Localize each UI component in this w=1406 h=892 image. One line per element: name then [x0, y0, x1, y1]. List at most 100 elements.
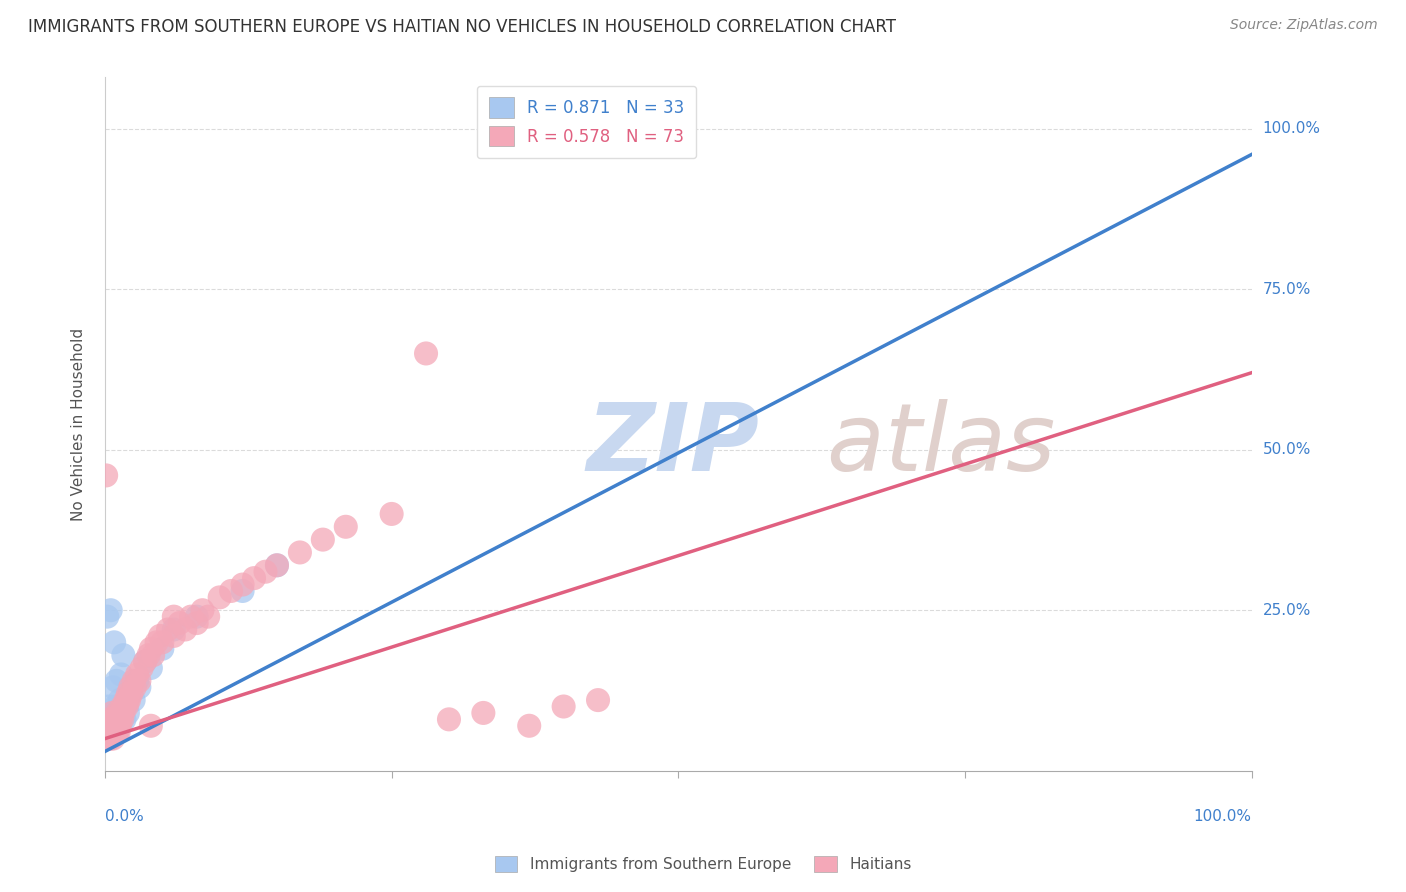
Point	[186, 609, 208, 624]
Point	[243, 571, 266, 585]
Point	[105, 725, 128, 739]
Point	[163, 629, 186, 643]
Y-axis label: No Vehicles in Household: No Vehicles in Household	[72, 327, 86, 521]
Point	[103, 725, 125, 739]
Point	[111, 712, 134, 726]
Text: 0.0%: 0.0%	[105, 809, 143, 824]
Point	[105, 712, 128, 726]
Point	[117, 687, 139, 701]
Point	[101, 719, 124, 733]
Point	[104, 719, 127, 733]
Point	[96, 725, 118, 739]
Point	[139, 641, 162, 656]
Point	[111, 712, 134, 726]
Text: 100.0%: 100.0%	[1263, 121, 1320, 136]
Point	[98, 712, 121, 726]
Point	[112, 648, 135, 662]
Point	[103, 635, 125, 649]
Point	[191, 603, 214, 617]
Point	[108, 693, 131, 707]
Point	[101, 719, 124, 733]
Point	[111, 699, 134, 714]
Legend: R = 0.871   N = 33, R = 0.578   N = 73: R = 0.871 N = 33, R = 0.578 N = 73	[477, 86, 696, 158]
Point	[117, 706, 139, 720]
Text: 25.0%: 25.0%	[1263, 603, 1310, 618]
Point	[107, 725, 129, 739]
Point	[139, 661, 162, 675]
Point	[197, 609, 219, 624]
Point	[114, 699, 136, 714]
Point	[288, 545, 311, 559]
Point	[145, 635, 167, 649]
Point	[118, 693, 141, 707]
Point	[101, 731, 124, 746]
Point	[122, 693, 145, 707]
Point	[107, 706, 129, 720]
Point	[163, 609, 186, 624]
Point	[103, 712, 125, 726]
Point	[120, 687, 142, 701]
Point	[114, 699, 136, 714]
Point	[138, 648, 160, 662]
Point	[312, 533, 335, 547]
Point	[110, 667, 132, 681]
Point	[112, 706, 135, 720]
Point	[100, 712, 122, 726]
Point	[150, 641, 173, 656]
Point	[97, 719, 120, 733]
Point	[100, 603, 122, 617]
Point	[100, 731, 122, 746]
Point	[104, 699, 127, 714]
Point	[120, 687, 142, 701]
Point	[110, 706, 132, 720]
Legend: Immigrants from Southern Europe, Haitians: Immigrants from Southern Europe, Haitian…	[486, 848, 920, 880]
Point	[114, 712, 136, 726]
Point	[163, 623, 186, 637]
Point	[208, 591, 231, 605]
Point	[169, 616, 191, 631]
Point	[139, 719, 162, 733]
Point	[122, 673, 145, 688]
Point	[107, 706, 129, 720]
Point	[142, 648, 165, 662]
Text: 50.0%: 50.0%	[1263, 442, 1310, 458]
Text: Source: ZipAtlas.com: Source: ZipAtlas.com	[1230, 18, 1378, 32]
Point	[97, 699, 120, 714]
Point	[131, 661, 153, 675]
Point	[128, 673, 150, 688]
Text: IMMIGRANTS FROM SOUTHERN EUROPE VS HAITIAN NO VEHICLES IN HOUSEHOLD CORRELATION : IMMIGRANTS FROM SOUTHERN EUROPE VS HAITI…	[28, 18, 896, 36]
Point	[134, 655, 156, 669]
Point	[174, 623, 197, 637]
Point	[107, 712, 129, 726]
Point	[186, 616, 208, 631]
Point	[127, 673, 149, 688]
Point	[553, 699, 575, 714]
Point	[128, 680, 150, 694]
Point	[108, 712, 131, 726]
Point	[586, 693, 609, 707]
Point	[232, 584, 254, 599]
Point	[124, 680, 146, 694]
Point	[472, 706, 495, 720]
Point	[105, 673, 128, 688]
Point	[266, 558, 288, 573]
Point	[101, 719, 124, 733]
Point	[149, 629, 172, 643]
Point	[115, 699, 138, 714]
Point	[97, 731, 120, 746]
Point	[157, 623, 180, 637]
Point	[117, 693, 139, 707]
Point	[96, 609, 118, 624]
Text: atlas: atlas	[586, 400, 1054, 491]
Point	[114, 693, 136, 707]
Point	[180, 609, 202, 624]
Point	[232, 577, 254, 591]
Point	[101, 680, 124, 694]
Point	[101, 706, 124, 720]
Point	[266, 558, 288, 573]
Point	[98, 725, 121, 739]
Point	[381, 507, 404, 521]
Point	[101, 725, 124, 739]
Point	[94, 468, 117, 483]
Point	[107, 719, 129, 733]
